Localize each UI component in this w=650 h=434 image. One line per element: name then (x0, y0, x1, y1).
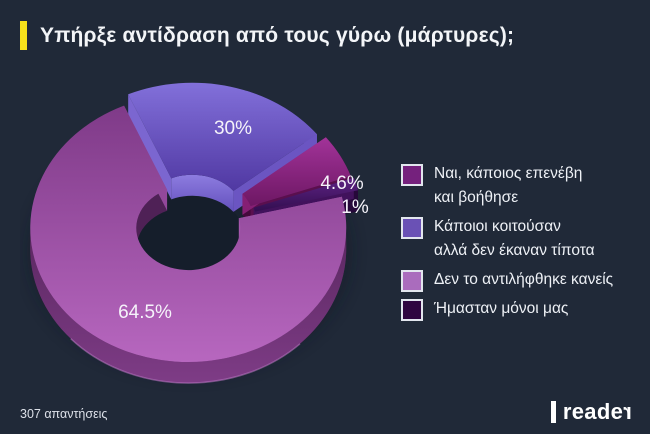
legend-swatch (401, 270, 423, 292)
legend-label-line2: και βοήθησε (434, 189, 519, 206)
legend-swatch (401, 217, 423, 239)
legend-label: Κάποιοι κοιτούσαν (434, 218, 561, 235)
slice-value-label: 64.5% (118, 302, 172, 323)
legend-item: Ήμασταν μόνοι μας (401, 297, 639, 321)
brand-logo: reader (550, 399, 632, 425)
brand-text: reade (562, 399, 624, 424)
page-title: Υπήρξε αντίδραση από τους γύρω (μάρτυρες… (40, 23, 515, 47)
legend-label: Ήμασταν μόνοι μας (434, 300, 569, 317)
legend-swatch (401, 299, 423, 321)
slice-value-label: 30% (214, 118, 252, 139)
title-accent-bar (20, 21, 27, 50)
responses-count: 307 απαντήσεις (20, 407, 108, 421)
chart-header: Υπήρξε αντίδραση από τους γύρω (μάρτυρες… (20, 21, 514, 50)
slice-64-5 (30, 105, 347, 384)
legend-label-line2: αλλά δεν έκαναν τίποτα (434, 242, 595, 259)
legend-label: Δεν το αντιλήφθηκε κανείς (434, 271, 614, 288)
donut-hole-floor (135, 195, 245, 281)
legend-item: Κάποιοι κοιτούσαν αλλά δεν έκαναν τίποτα (401, 215, 639, 263)
legend-swatch (401, 164, 423, 186)
slice-value-label: 4.6% (320, 173, 363, 194)
donut-chart: 30% 4.6% 1% 64.5% (27, 82, 369, 384)
slice-value-label: 1% (341, 197, 369, 218)
legend-item: Δεν το αντιλήφθηκε κανείς (401, 268, 639, 292)
brand-mirrored-r: r (623, 399, 632, 424)
legend-label: Ναι, κάποιος επενέβη (434, 165, 583, 182)
chart-legend: Ναι, κάποιος επενέβη και βοήθησε Κάποιοι… (401, 162, 639, 326)
legend-item: Ναι, κάποιος επενέβη και βοήθησε (401, 162, 639, 210)
brand-logo-bar (550, 401, 556, 423)
